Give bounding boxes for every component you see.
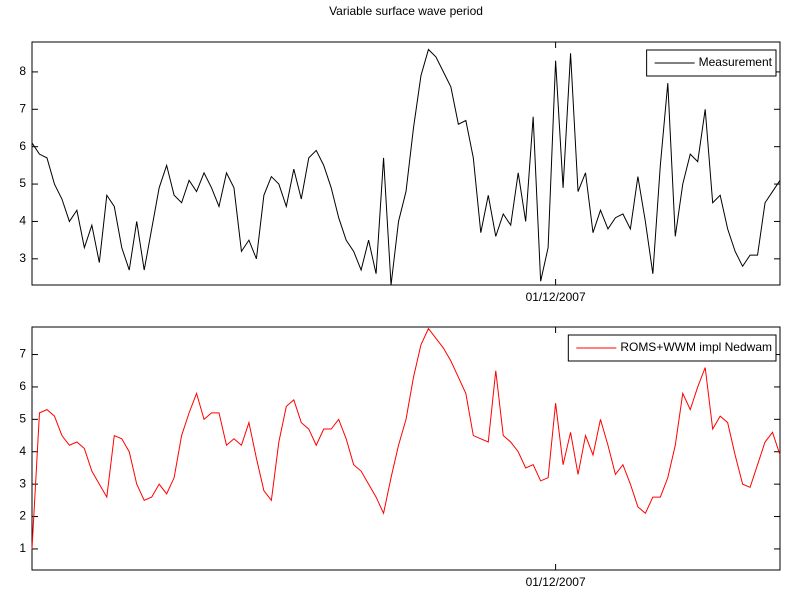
y-tick-label: 7 bbox=[19, 101, 26, 115]
y-tick-label: 3 bbox=[19, 476, 26, 490]
x-tick-label: 01/12/2007 bbox=[526, 575, 586, 589]
chart-title: Variable surface wave period bbox=[329, 4, 483, 18]
y-tick-label: 7 bbox=[19, 347, 26, 361]
axes-box bbox=[31, 41, 781, 286]
legend-label: Measurement bbox=[699, 55, 773, 69]
y-tick-label: 3 bbox=[19, 251, 26, 265]
legend-box bbox=[646, 49, 777, 77]
y-tick-label: 1 bbox=[19, 541, 26, 555]
y-tick-label: 6 bbox=[19, 139, 26, 153]
legend: ROMS+WWM impl Nedwam bbox=[567, 334, 777, 362]
series-line bbox=[31, 48, 781, 286]
y-tick-label: 4 bbox=[19, 444, 26, 458]
legend: Measurement bbox=[646, 49, 777, 77]
series-line bbox=[31, 327, 781, 549]
y-tick-label: 6 bbox=[19, 379, 26, 393]
y-tick-label: 5 bbox=[19, 176, 26, 190]
legend-label: ROMS+WWM impl Nedwam bbox=[620, 340, 772, 354]
y-tick-label: 4 bbox=[19, 214, 26, 228]
x-tick-label: 01/12/2007 bbox=[526, 290, 586, 304]
y-tick-label: 2 bbox=[19, 509, 26, 523]
y-tick-label: 8 bbox=[19, 64, 26, 78]
y-tick-label: 5 bbox=[19, 412, 26, 426]
axes-box bbox=[31, 326, 781, 571]
